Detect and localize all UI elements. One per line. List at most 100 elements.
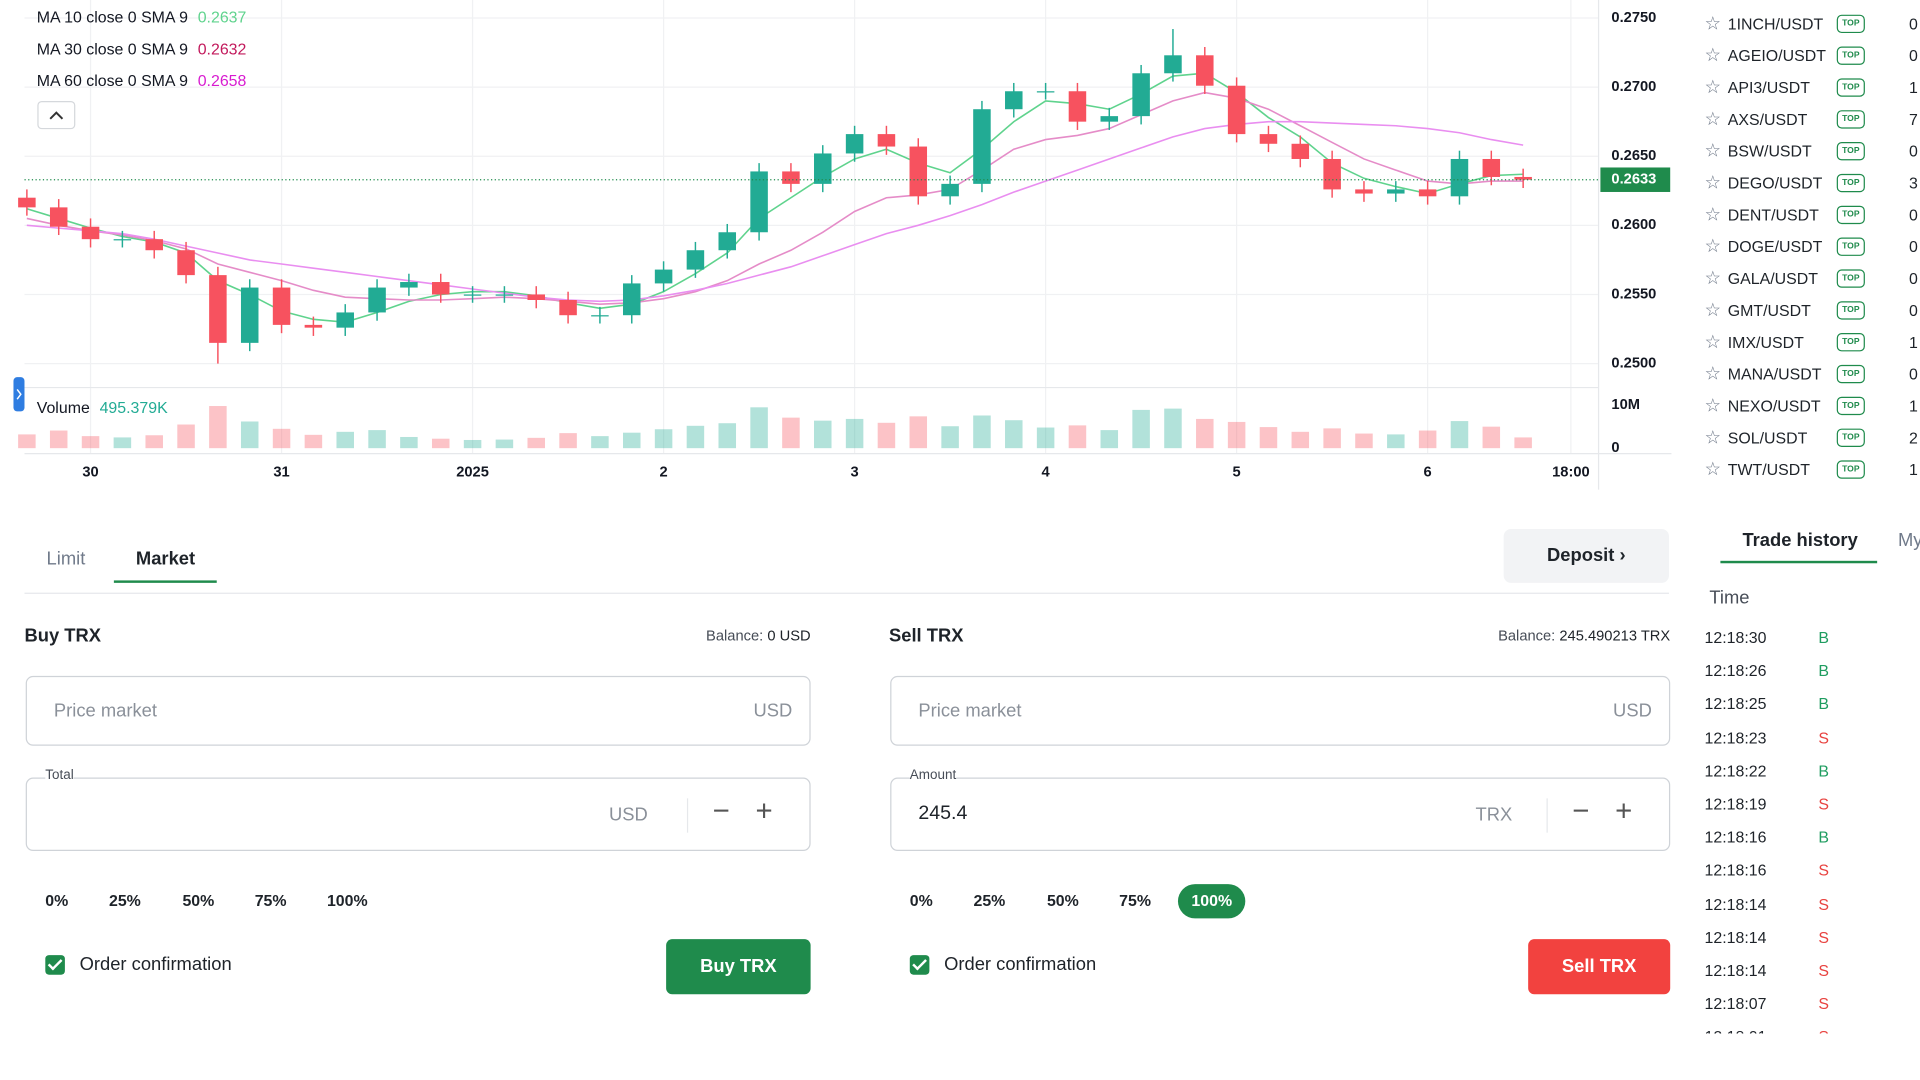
quantity-input[interactable]: Total USD − +	[25, 767, 811, 852]
percent-option[interactable]: 100%	[1177, 884, 1246, 919]
x-tick-label: 5	[1233, 465, 1241, 481]
volume-bar	[1355, 433, 1373, 449]
pair-row[interactable]: ☆ GALA/USDT TOP 0	[1696, 264, 1920, 293]
balance-value: 0 USD	[767, 626, 811, 645]
candle-body	[81, 226, 100, 240]
percent-option[interactable]: 75%	[254, 891, 287, 910]
tab-limit[interactable]: Limit	[46, 548, 86, 570]
tab-my-trades[interactable]: My	[1897, 530, 1920, 552]
star-icon: ☆	[1704, 13, 1721, 35]
price-unit: USD	[753, 700, 793, 722]
candle-body	[495, 294, 514, 296]
ma-legend-name: MA 30 close 0 SMA 9	[37, 41, 188, 58]
percent-option[interactable]: 25%	[973, 891, 1006, 910]
price-placeholder: Price market	[53, 700, 157, 722]
pair-value: 0	[1908, 142, 1918, 161]
star-icon: ☆	[1704, 363, 1721, 385]
volume-bar	[1514, 437, 1532, 449]
percent-option[interactable]: 50%	[182, 891, 215, 910]
pair-row[interactable]: ☆ IMX/USDT TOP 1	[1696, 328, 1920, 357]
volume-bar	[1418, 430, 1437, 449]
x-tick-label: 18:00	[1552, 465, 1590, 481]
trade-side: S	[1818, 994, 1829, 1013]
pair-row[interactable]: ☆ DEGO/USDT TOP 3	[1696, 169, 1920, 198]
volume-bar	[686, 425, 705, 449]
pair-row[interactable]: ☆ DENT/USDT TOP 0	[1696, 201, 1920, 230]
candle-body	[527, 294, 546, 301]
price-input[interactable]: Price market USD	[25, 675, 811, 746]
pair-value: 0	[1908, 14, 1918, 34]
tab-market[interactable]: Market	[135, 548, 196, 570]
pair-symbol: AXS/USDT	[1727, 110, 1808, 129]
volume-bar	[209, 406, 227, 449]
pair-row[interactable]: ☆ AGEIO/USDT TOP 0	[1696, 42, 1920, 71]
trade-side: S	[1818, 961, 1829, 980]
volume-bar	[177, 424, 195, 449]
volume-bar	[622, 432, 641, 449]
collapse-icon	[49, 111, 64, 120]
pair-row[interactable]: ☆ TWT/USDT TOP 1	[1696, 456, 1920, 485]
volume-bar	[1132, 409, 1150, 449]
collapse-button[interactable]	[37, 101, 76, 130]
top-badge: TOP	[1836, 269, 1865, 288]
pair-row[interactable]: ☆ DOGE/USDT TOP 0	[1696, 233, 1920, 262]
pair-row[interactable]: ☆ SOL/USDT TOP 2	[1696, 424, 1920, 453]
pair-row[interactable]: ☆ GMT/USDT TOP 0	[1696, 296, 1920, 325]
confirm-label: Order confirmation	[79, 953, 232, 975]
y2-tick-label: 0	[1611, 440, 1619, 456]
candle-body	[1259, 134, 1278, 144]
pair-row[interactable]: ☆ 1INCH/USDT TOP 0	[1696, 10, 1920, 39]
pair-value: 0	[1908, 269, 1918, 288]
candle-body	[431, 282, 450, 295]
pair-row[interactable]: ☆ AXS/USDT TOP 7	[1696, 105, 1920, 134]
submit-button[interactable]: Sell TRX	[1528, 939, 1671, 995]
volume-bar	[240, 421, 259, 449]
plus-button[interactable]: +	[755, 794, 773, 828]
pair-row[interactable]: ☆ API3/USDT TOP 1	[1696, 73, 1920, 102]
percent-option[interactable]: 0%	[45, 891, 69, 910]
volume-bar	[145, 435, 163, 449]
deposit-button[interactable]: Deposit ›	[1503, 528, 1669, 583]
trade-side: S	[1818, 894, 1829, 913]
trade-time: 12:18:14	[1704, 961, 1767, 980]
top-badge: TOP	[1836, 237, 1865, 256]
quantity-input[interactable]: Amount 245.4 TRX − +	[890, 767, 1671, 852]
confirm-checkbox[interactable]	[909, 955, 930, 975]
ma-line	[26, 91, 1524, 305]
pair-row[interactable]: ☆ MANA/USDT TOP 0	[1696, 360, 1920, 389]
pair-row[interactable]: ☆ BSW/USDT TOP 0	[1696, 137, 1920, 166]
candle-body	[1100, 116, 1119, 122]
candle-body	[304, 324, 323, 328]
field-unit: USD	[608, 804, 648, 826]
trade-side: B	[1818, 827, 1829, 847]
trade-row: 12:18:07 S	[1702, 988, 1920, 1013]
side-toggle[interactable]	[13, 377, 25, 412]
candle-body	[750, 171, 768, 233]
tab-trade-history[interactable]: Trade history	[1742, 530, 1858, 552]
price-input[interactable]: Price market USD	[890, 675, 1671, 746]
percent-option[interactable]: 100%	[326, 891, 368, 910]
candle-body	[240, 287, 259, 343]
volume-bar	[877, 422, 896, 449]
minus-button[interactable]: −	[1572, 794, 1590, 828]
percent-option[interactable]: 25%	[108, 891, 141, 910]
percent-option[interactable]: 0%	[909, 891, 933, 910]
star-icon: ☆	[1704, 236, 1721, 258]
candle-body	[686, 250, 705, 270]
confirm-label: Order confirmation	[944, 953, 1097, 975]
pair-symbol: TWT/USDT	[1727, 460, 1810, 479]
submit-button[interactable]: Buy TRX	[666, 939, 811, 995]
candle-body	[591, 315, 609, 317]
candle-body	[1418, 189, 1437, 197]
minus-button[interactable]: −	[712, 794, 730, 828]
pair-symbol: DEGO/USDT	[1727, 173, 1823, 193]
pair-row[interactable]: ☆ NEXO/USDT TOP 1	[1696, 392, 1920, 421]
candle-body	[1227, 85, 1246, 135]
ma-legend-name: MA 10 close 0 SMA 9	[37, 10, 188, 27]
confirm-checkbox[interactable]	[45, 955, 65, 975]
plus-button[interactable]: +	[1615, 794, 1633, 828]
volume-bar	[463, 439, 482, 449]
percent-option[interactable]: 50%	[1046, 891, 1079, 910]
star-icon: ☆	[1704, 108, 1721, 130]
percent-option[interactable]: 75%	[1119, 891, 1152, 910]
